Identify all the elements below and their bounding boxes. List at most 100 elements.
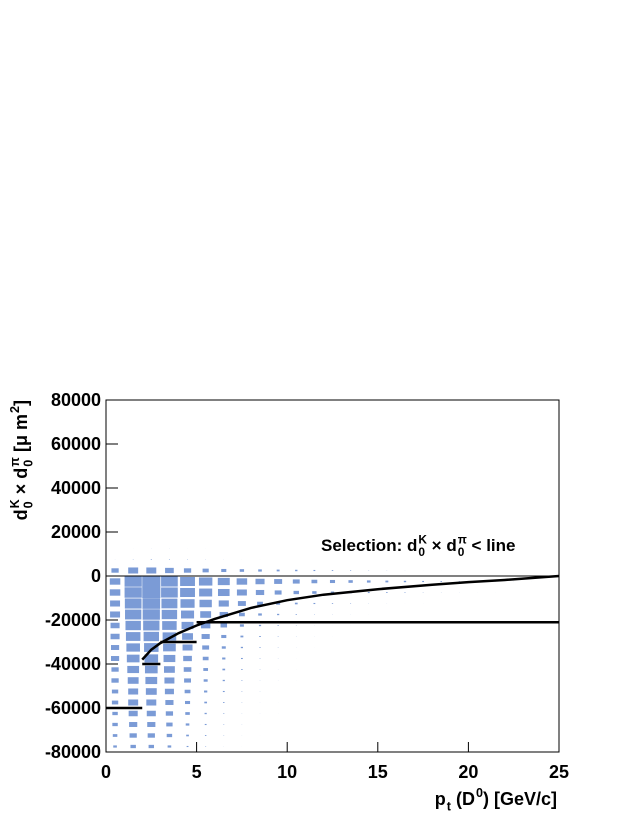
box: [124, 587, 142, 598]
box: [163, 666, 175, 673]
box: [183, 667, 192, 672]
box: [110, 656, 120, 661]
y-axis-label-text: × d: [11, 468, 31, 500]
box: [128, 710, 138, 717]
box: [348, 580, 353, 583]
box: [185, 700, 191, 705]
box: [276, 569, 280, 572]
box: [236, 589, 247, 596]
x-axis-label-sup: 0: [476, 786, 483, 800]
box: [202, 568, 209, 573]
annotation-sup: π: [458, 532, 467, 546]
box: [128, 688, 139, 695]
box: [148, 744, 155, 749]
y-tick-label: -80000: [45, 742, 101, 762]
y-axis-label-sup: π: [8, 457, 22, 467]
box: [312, 591, 317, 594]
box: [440, 581, 442, 582]
box: [150, 559, 152, 560]
y-axis-label-text: [μ m: [11, 414, 31, 457]
box: [109, 578, 121, 585]
x-tick-label: 5: [192, 762, 202, 782]
box: [165, 711, 174, 716]
x-tick-label: 25: [549, 762, 569, 782]
box: [274, 579, 283, 584]
box: [221, 568, 227, 573]
box: [198, 577, 213, 586]
box: [181, 610, 195, 619]
box: [313, 569, 316, 572]
box: [184, 678, 191, 683]
y-tick-label: 20000: [51, 522, 101, 542]
box: [204, 690, 208, 693]
x-tick-label: 20: [458, 762, 478, 782]
box: [124, 576, 142, 587]
annotation-text: Selection: d: [321, 536, 417, 555]
annotation-sub: 0: [418, 545, 425, 559]
x-axis-label-text: ) [GeV/c]: [483, 789, 557, 809]
box: [142, 609, 160, 620]
box: [111, 700, 119, 705]
box: [202, 656, 209, 661]
selection-curve: [141, 574, 560, 661]
box: [129, 722, 138, 727]
box: [125, 609, 142, 620]
box: [109, 589, 121, 596]
box: [223, 713, 225, 714]
box: [181, 621, 194, 630]
box: [241, 680, 243, 681]
box: [311, 579, 318, 584]
box: [258, 624, 262, 627]
y-axis-label-text: d: [11, 509, 31, 520]
box: [165, 700, 174, 705]
box: [295, 569, 298, 572]
box: [184, 689, 191, 694]
box: [142, 598, 161, 609]
box: [313, 602, 316, 605]
x-tick-label: 0: [101, 762, 111, 782]
box: [222, 679, 225, 682]
box: [147, 722, 156, 727]
box: [204, 735, 207, 736]
box: [217, 588, 230, 597]
box: [110, 622, 120, 629]
box: [144, 654, 159, 663]
box: [161, 598, 178, 609]
box: [203, 668, 209, 671]
box: [295, 614, 297, 615]
box: [259, 636, 261, 637]
box: [258, 569, 262, 572]
box: [367, 591, 370, 594]
box: [276, 602, 281, 605]
box: [143, 631, 160, 642]
box: [274, 590, 282, 595]
box: [350, 570, 352, 571]
box: [168, 559, 170, 560]
box: [146, 699, 157, 706]
box: [458, 581, 460, 582]
box: [111, 667, 119, 672]
box: [142, 576, 161, 587]
box: [147, 733, 155, 738]
box: [331, 603, 334, 604]
box: [127, 677, 139, 684]
box: [182, 644, 193, 651]
box: [366, 580, 371, 583]
box: [292, 579, 300, 584]
annotation-text: < line: [467, 536, 516, 555]
box: [221, 634, 227, 639]
box: [220, 623, 228, 628]
box: [236, 578, 248, 585]
box: [162, 621, 177, 630]
box: [167, 745, 172, 748]
box: [182, 633, 193, 640]
box: [145, 676, 158, 685]
x-axis-label-text: p: [435, 789, 446, 809]
box: [203, 679, 208, 682]
box: [219, 611, 228, 618]
box: [217, 577, 230, 586]
box: [128, 567, 139, 574]
y-axis-label: dK 0 × dπ 0 [μ m2]: [8, 400, 36, 520]
